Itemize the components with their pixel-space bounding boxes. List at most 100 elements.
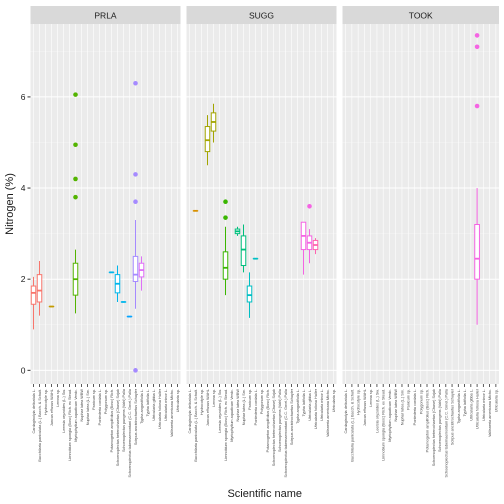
x-tick-label: Lemna sp. xyxy=(212,389,216,407)
x-tick-label: Lemna sp. xyxy=(369,389,373,407)
x-tick-label: Limnobium spongia (Bosc) Rich. ex Steud. xyxy=(68,389,72,461)
boxplot xyxy=(240,224,247,273)
boxplot xyxy=(210,103,217,143)
box xyxy=(474,224,480,280)
x-tick-label: Schoenoplectus tabernaemontani (C.C. Gme… xyxy=(444,388,448,477)
x-tick-label: Panicum sp. xyxy=(407,389,411,410)
outlier-point xyxy=(73,92,78,97)
x-tick-label: Schoenoplectus pungens (Vahl) Palla xyxy=(122,388,126,452)
outlier-point xyxy=(133,199,138,205)
x-tick-label: Hydrocotyle sp. xyxy=(357,389,361,415)
x-tick-label: Scirpus ancistrochaetus Schuyler xyxy=(290,388,294,445)
panel-prla: PRLA Cardaginolyia delicatula L. Bacchilar… xyxy=(30,6,181,477)
x-tick-label: Utricularia foliosa Haller xyxy=(314,388,318,429)
x-tick-label: Panicum sp. xyxy=(92,389,96,410)
boxplot xyxy=(234,226,241,236)
x-tick-label: Juncus effusus WAHL xyxy=(363,389,367,426)
x-tick-label: Juncus effusus WAHL xyxy=(206,389,210,426)
y-tick-label: 6 xyxy=(21,92,26,102)
x-tick-label: Typha latifolia L. xyxy=(146,389,150,416)
x-tick-label: Typha latifolia L. xyxy=(463,389,467,416)
facet-strip xyxy=(30,6,181,24)
x-tick-label: Pontederia cordata L. xyxy=(413,389,417,425)
outlier-point xyxy=(133,368,138,373)
x-tick-label: Potamogeton amplifolius (Bosc) Rich. xyxy=(426,389,430,452)
facet-strip xyxy=(342,6,499,24)
x-tick-label: Vallisneria americana Michx. xyxy=(488,389,492,437)
boxplot xyxy=(312,238,319,255)
x-tick-label: Potamogeton amplifolius (Bosc) Rich. xyxy=(110,389,114,452)
x-tick-label: Myriophyllum aquaticum Verdc. xyxy=(230,389,234,442)
x-tick-label: Lemna sp. xyxy=(56,389,60,407)
x-tick-label: Potamogeton amplifolius (Bosc) Rich. xyxy=(266,389,270,452)
x-tick-label: Juncus effusus WAHL xyxy=(50,389,54,426)
x-tick-label: Hydrocotyle sp. xyxy=(200,389,204,415)
x-tick-label: Typha angustifolia L. xyxy=(140,389,144,424)
boxplot xyxy=(114,265,121,302)
x-tick-label: Schoenoplectus tabernaemontani (C.C. Gme… xyxy=(284,388,288,477)
x-tick-label: Typha angustifolia L. xyxy=(457,389,461,424)
x-tick-label: Schoenoplectus heterochaetus (Chase) Soj… xyxy=(116,389,120,466)
x-tick-label: Utricularia sp. xyxy=(176,389,180,412)
outlier-point xyxy=(73,194,78,200)
boxplot xyxy=(246,272,253,318)
panel-sugg: SUGG Cardaginolyia delicatula L. Bacchilar… xyxy=(186,6,337,477)
x-tick-label: Utricularia minor L. xyxy=(320,389,324,421)
x-tick-label: Leersia oryzoides (L.) Sw. xyxy=(62,389,66,433)
boxplot xyxy=(138,256,145,291)
x-tick-label: Nuphar lutea WBW xyxy=(236,389,240,422)
outlier-point xyxy=(223,215,228,220)
x-tick-label: Myriophyllum aquaticum Verdc. xyxy=(388,389,392,442)
box xyxy=(36,274,43,303)
x-tick-label: Utricularia gibba L. xyxy=(152,389,156,421)
x-tick-label: Bacchilaria paniculata (L.) Bacch. & Sch… xyxy=(38,389,42,462)
x-tick-label: Leersia oryzoides (L.) Sw. xyxy=(375,389,379,433)
facet-strip xyxy=(186,6,337,24)
x-tick-label: Vallisneria americana Michx. xyxy=(326,389,330,437)
x-tick-label: Nuphar lutea WBW xyxy=(394,389,398,422)
boxplot xyxy=(474,33,480,325)
plot-root: Nitrogen (%) Scientific name 0 2 4 6 PRLA Carda… xyxy=(4,6,499,500)
x-tick-label: Utricularia minor L. xyxy=(164,389,168,421)
boxplot xyxy=(306,203,313,264)
boxplot xyxy=(132,80,139,373)
x-tick-label: Limnobium spongia (Bosc) Rich. ex Steud. xyxy=(224,389,228,461)
box xyxy=(246,285,253,303)
x-tick-label: Typha latifolia L. xyxy=(302,389,306,416)
x-tick-label: Nuphar lutea (L.) Sm. xyxy=(86,389,90,425)
x-tick-label: Nuphar lutea WBW xyxy=(80,389,84,422)
x-tick-label: Hydrocotyle sp. xyxy=(44,389,48,415)
x-tick-label: Limnobium spongia (Bosc) Rich. ex Steud. xyxy=(382,389,386,461)
x-tick-label: Pontederia cordata L. xyxy=(98,389,102,425)
x-tick-label: Myriophyllum aquaticum Verdc. xyxy=(74,389,78,442)
outlier-point xyxy=(73,142,78,148)
x-tick-label: Vallisneria americana Michx. xyxy=(170,389,174,437)
facet-label: SUGG xyxy=(249,11,274,21)
box xyxy=(30,285,37,305)
boxplot xyxy=(204,115,211,166)
y-axis-title: Nitrogen (%) xyxy=(4,173,16,235)
box xyxy=(204,126,211,153)
box xyxy=(222,251,229,280)
boxplot xyxy=(36,260,43,316)
x-tick-label: Utricularia gibba L. xyxy=(469,389,473,421)
x-tick-label: Utricularia foliosa Haller xyxy=(476,388,480,429)
x-tick-label: Leersia oryzoides (L.) Sw. xyxy=(218,389,222,433)
x-tick-label: Polygonum sp. xyxy=(260,389,264,414)
x-tick-label: Utricularia minor L. xyxy=(482,389,486,421)
x-tick-label: Bacchilaria paniculata (L.) Bacch. & Sch… xyxy=(194,389,198,462)
x-tick-label: Utricularia sp. xyxy=(494,389,498,412)
x-tick-label: Polygonum sp. xyxy=(419,389,423,414)
facet-label: PRLA xyxy=(94,11,117,21)
x-tick-label: Utricularia sp. xyxy=(332,389,336,412)
x-tick-label: Panicum sp. xyxy=(248,389,252,410)
outlier-point xyxy=(474,103,480,109)
x-tick-label: Nuphar lutea (L.) Sm. xyxy=(400,389,404,425)
x-axis-title: Scientific name xyxy=(227,488,302,500)
outlier-point xyxy=(133,172,138,177)
x-tick-label: Nuphar lutea (L.) Sm. xyxy=(242,389,246,425)
x-tick-label: Cardaginolyia delicatula L. xyxy=(344,389,348,434)
x-tick-label: Cardaginolyia delicatula L. xyxy=(188,389,192,434)
panel-took: TOOK Cardaginolyia delicatula L. Bacchilar… xyxy=(342,6,499,477)
